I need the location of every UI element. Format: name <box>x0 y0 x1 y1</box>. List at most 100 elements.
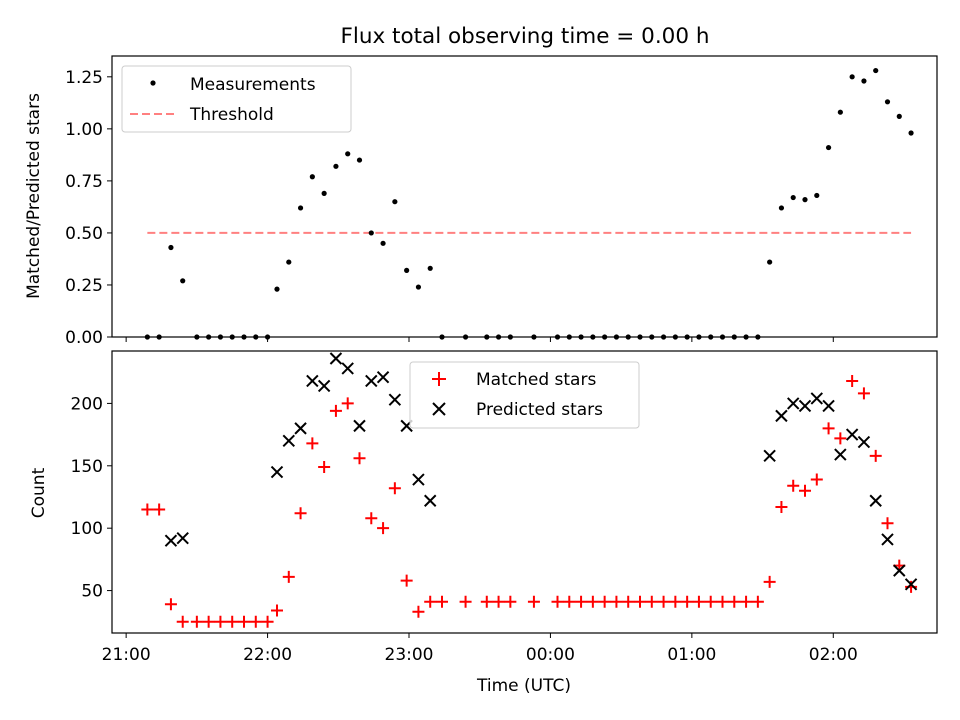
measurement-point <box>333 163 339 169</box>
matched-stars-point <box>424 595 437 608</box>
x-axis-label: Time (UTC) <box>476 676 571 696</box>
measurement-point <box>660 334 667 340</box>
matched-stars-point <box>271 604 283 617</box>
measurement-point <box>229 334 235 340</box>
measurement-point <box>684 334 690 340</box>
top-y-tick-label: 0.00 <box>65 328 103 348</box>
predicted-stars-point <box>176 531 189 545</box>
predicted-stars-point <box>424 494 437 507</box>
bottom-y-tick-label: 200 <box>71 394 103 414</box>
matched-stars-point <box>775 500 788 513</box>
matched-stars-point <box>341 397 354 410</box>
matched-stars-point <box>681 595 694 608</box>
x-tick-label: 00:00 <box>526 645 575 665</box>
measurement-point <box>861 78 867 84</box>
matched-stars-point <box>365 512 378 525</box>
top-axes: 0.00 0.25 0.50 0.75 1.00 1.25 Matched/Predict… <box>24 55 938 348</box>
measurement-point <box>241 334 247 340</box>
matched-stars-point <box>728 595 741 608</box>
measurement-point <box>566 334 572 340</box>
predicted-stars-point <box>353 419 366 433</box>
matched-stars-point <box>645 595 658 608</box>
predicted-stars-point <box>822 399 835 413</box>
top-y-tick-label: 0.25 <box>65 276 103 296</box>
bottom-axes-frame <box>111 350 938 634</box>
predicted-stars-point <box>798 399 812 413</box>
predicted-stars-point <box>365 374 378 388</box>
matched-stars-point <box>226 615 239 628</box>
measurement-point <box>778 205 785 211</box>
matched-stars-point <box>787 479 800 492</box>
measurement-point <box>649 334 655 340</box>
top-legend-box <box>121 65 352 133</box>
matched-stars-point <box>459 595 472 608</box>
legend-matched-label: Matched stars <box>476 370 596 390</box>
matched-stars-point <box>610 595 623 608</box>
measurement-point <box>790 194 796 201</box>
predicted-stars-point <box>388 393 402 406</box>
matched-stars-point <box>740 595 753 608</box>
measurement-point <box>825 144 832 151</box>
matched-stars-point <box>480 595 493 608</box>
matched-stars-point <box>492 595 505 608</box>
bottom-y-tick-label: 150 <box>71 457 103 477</box>
x-tick-label: 01:00 <box>667 645 716 665</box>
matched-stars-point <box>799 484 811 497</box>
measurement-point <box>168 244 174 251</box>
predicted-stars-point <box>904 578 918 591</box>
matched-stars-point <box>822 422 835 435</box>
measurement-point <box>873 67 879 74</box>
matched-stars-point <box>869 449 882 462</box>
matched-stars-point <box>400 574 413 587</box>
measurement-point <box>814 192 820 199</box>
matched-stars-point <box>377 522 390 535</box>
matched-stars-point <box>153 503 166 516</box>
measurement-point <box>849 74 855 80</box>
measurement-point <box>625 334 631 340</box>
predicted-stars-point <box>282 434 295 448</box>
top-y-tick-label: 1.25 <box>65 68 103 88</box>
bottom-y-axis-label: Count <box>29 467 49 518</box>
matched-stars-point <box>598 595 611 608</box>
matched-stars-point <box>436 595 448 608</box>
predicted-stars-point <box>412 473 425 486</box>
measurement-point <box>206 334 212 340</box>
measurement-point <box>743 334 749 340</box>
legend-matched-marker <box>432 372 446 386</box>
matched-stars-point <box>318 461 331 474</box>
measurement-point <box>345 151 351 157</box>
bottom-legend-box <box>409 361 640 429</box>
measurement-point <box>286 259 292 265</box>
top-y-tick-label: 1.00 <box>65 120 103 140</box>
measurement-point <box>507 334 513 340</box>
measurement-point <box>578 334 584 340</box>
matched-stars-point <box>504 595 517 608</box>
matched-stars-point <box>586 595 599 608</box>
predicted-stars-point <box>763 449 776 463</box>
predicted-stars-point <box>881 533 894 546</box>
matched-stars-point <box>716 595 729 608</box>
top-y-ticks: 0.00 0.25 0.50 0.75 1.00 1.25 <box>65 68 112 348</box>
predicted-stars-point <box>329 352 343 365</box>
measurement-point <box>462 334 469 340</box>
measurement-point <box>719 334 726 340</box>
measurement-point <box>613 334 620 340</box>
bottom-y-tick-label: 50 <box>81 582 103 602</box>
predicted-stars-point <box>341 362 354 375</box>
predicted-stars-point <box>164 534 178 547</box>
measurement-point <box>531 334 537 340</box>
measurement-point <box>415 284 422 290</box>
measurement-point <box>392 199 398 205</box>
predicted-stars-point <box>810 392 823 405</box>
measurement-point <box>439 334 445 340</box>
matched-stars-point <box>751 595 764 608</box>
bottom-y-ticks: 50 100 150 200 <box>71 394 112 602</box>
measurement-point <box>708 334 714 340</box>
matched-stars-point <box>763 575 776 588</box>
top-y-tick-label: 0.50 <box>65 224 103 244</box>
measurement-point <box>380 240 386 246</box>
predicted-stars-point <box>893 564 906 577</box>
legend-predicted-marker <box>432 402 446 416</box>
top-plot-area <box>144 67 914 340</box>
